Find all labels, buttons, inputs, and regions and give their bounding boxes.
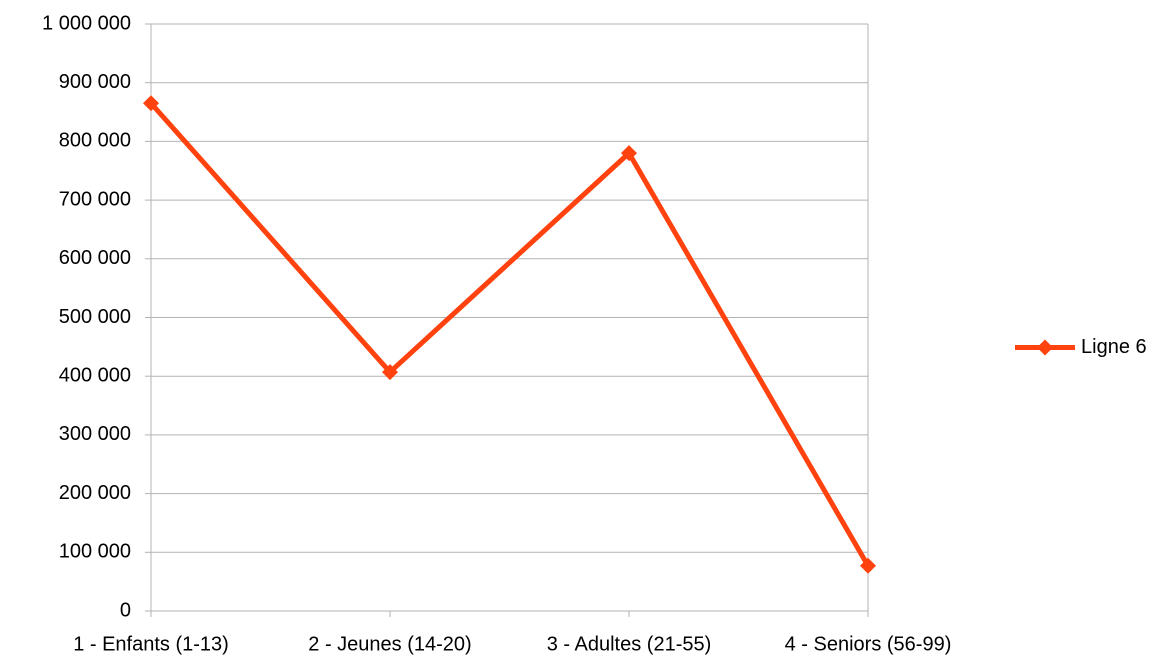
y-tick-label: 300 000 — [59, 423, 131, 445]
x-tick-label: 2 - Jeunes (14-20) — [308, 633, 471, 655]
y-tick-label: 600 000 — [59, 247, 131, 269]
y-tick-label: 900 000 — [59, 71, 131, 93]
x-tick-label: 3 - Adultes (21-55) — [547, 633, 712, 655]
data-point — [860, 557, 876, 574]
y-tick-label: 500 000 — [59, 306, 131, 328]
y-tick-label: 700 000 — [59, 188, 131, 210]
y-tick-label: 400 000 — [59, 364, 131, 386]
series-line — [149, 101, 871, 568]
data-point — [382, 364, 398, 381]
data-point — [143, 95, 159, 112]
y-tick-label: 200 000 — [59, 482, 131, 504]
x-tick-label: 1 - Enfants (1-13) — [73, 633, 229, 655]
y-tick-label: 1 000 000 — [42, 12, 131, 34]
x-tick-label: 4 - Seniors (56-99) — [785, 633, 952, 655]
y-tick-label: 800 000 — [59, 130, 131, 152]
legend-label: Ligne 6 — [1081, 336, 1147, 358]
legend-marker — [1037, 339, 1053, 356]
y-tick-label: 100 000 — [59, 541, 131, 563]
data-point — [621, 145, 637, 162]
y-tick-label: 0 — [120, 599, 131, 621]
